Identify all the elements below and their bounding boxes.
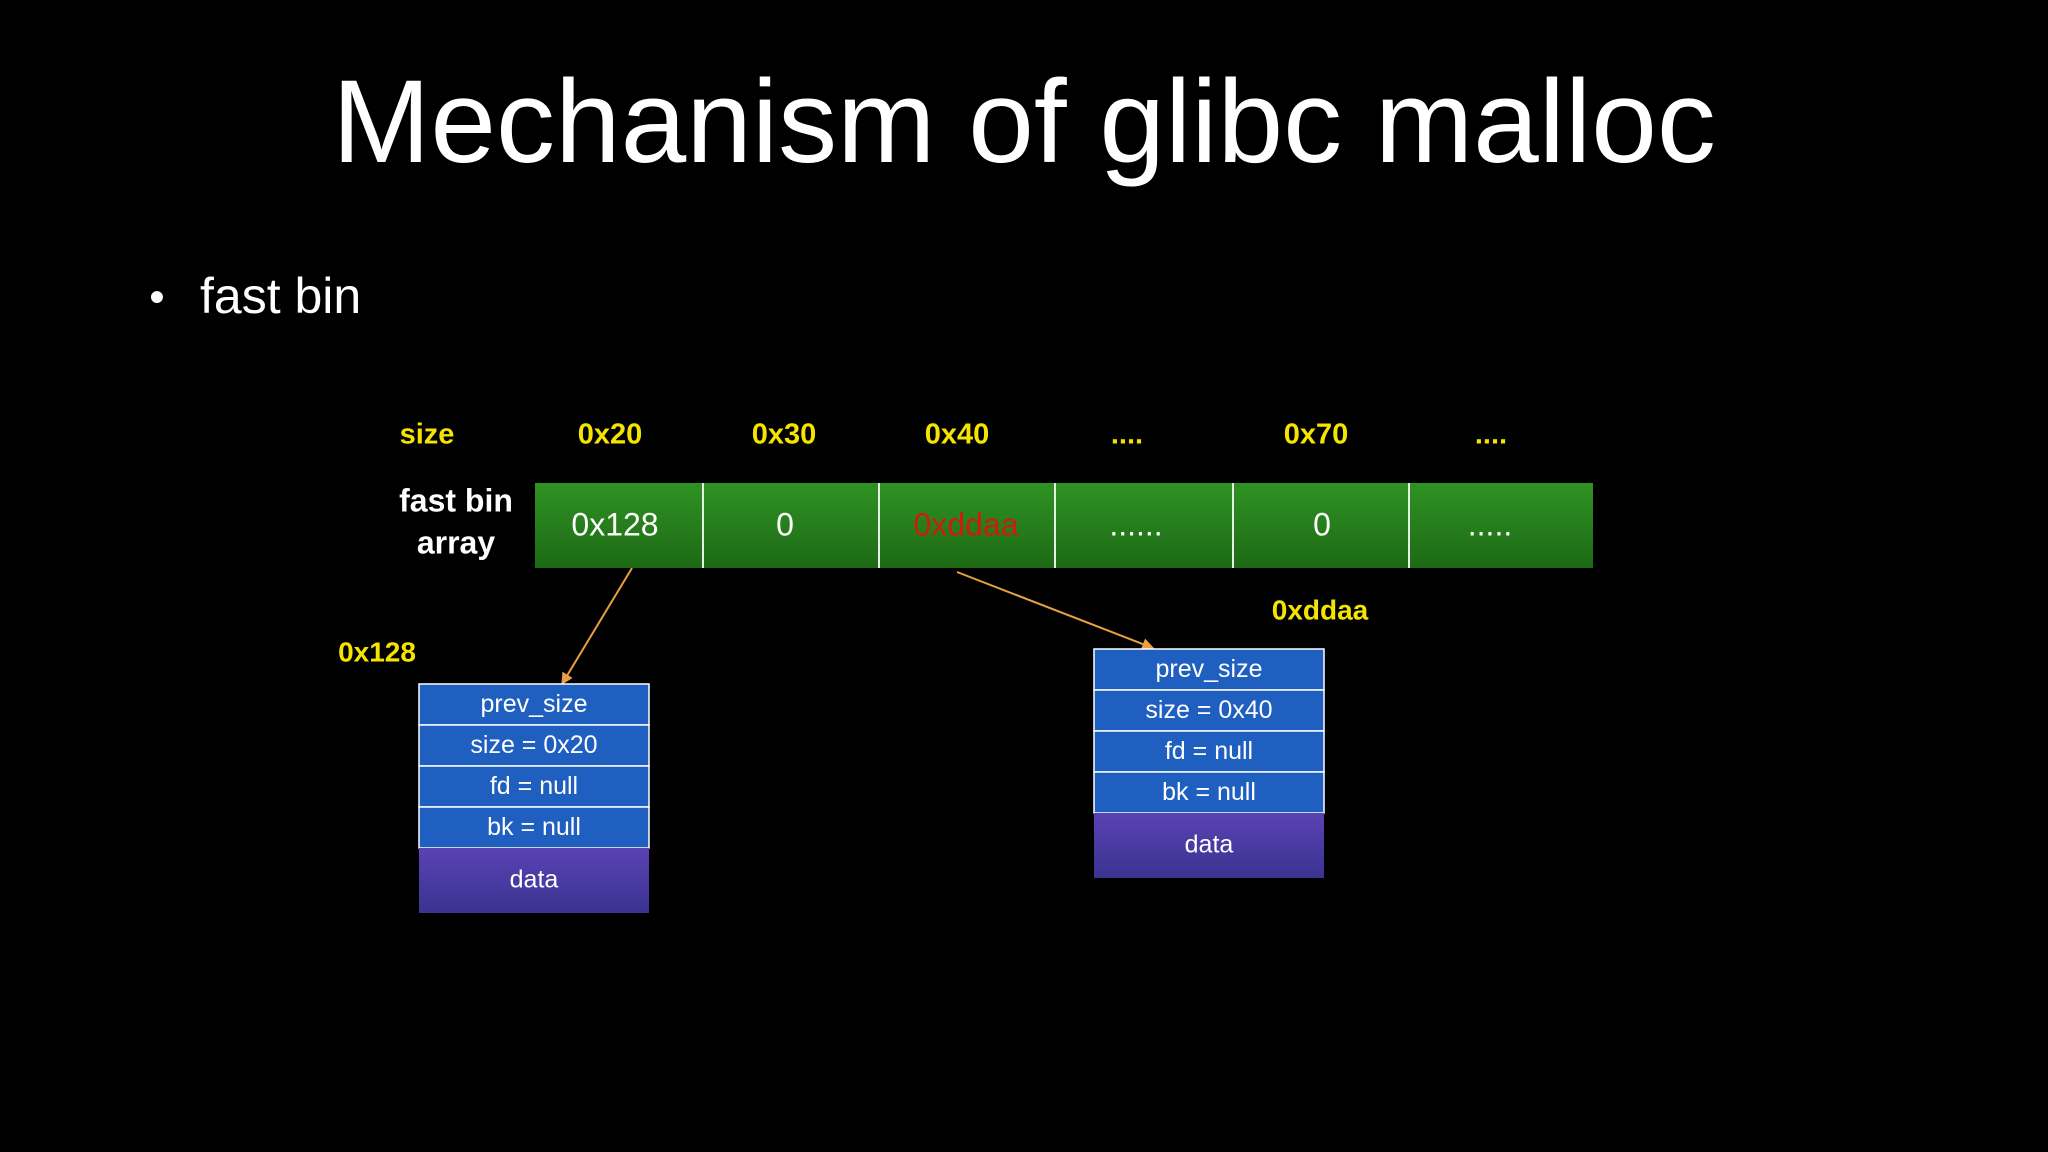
- chunk-address: 0x128: [338, 636, 416, 667]
- chunk-field: bk = null: [487, 813, 581, 841]
- pointer-arrow: [561, 567, 633, 686]
- size-value: ....: [1475, 419, 1507, 451]
- chunk-address: 0xddaa: [1272, 594, 1369, 625]
- chunk-data-box: [1094, 813, 1324, 878]
- chunk-data: data: [1185, 831, 1234, 859]
- chunk-field: fd = null: [490, 772, 578, 800]
- chunk-field-box: [418, 806, 650, 849]
- bullet-dot: •: [149, 273, 164, 322]
- pointer-arrow: [956, 571, 1155, 650]
- chunk-field: prev_size: [1156, 655, 1263, 683]
- size-value: 0x70: [1284, 419, 1349, 451]
- size-value: 0x30: [752, 419, 817, 451]
- array-cell: 0: [776, 506, 794, 542]
- chunk-field-box: [418, 765, 650, 808]
- array-label: fast bin: [399, 482, 513, 518]
- array-bar: [535, 483, 1593, 568]
- size-value: 0x40: [925, 419, 990, 451]
- chunk-field-box: [1093, 730, 1325, 773]
- array-label: array: [417, 524, 496, 560]
- chunk-field: fd = null: [1165, 737, 1253, 765]
- chunk-field-box: [418, 724, 650, 767]
- size-value: ....: [1111, 419, 1143, 451]
- chunk-data: data: [510, 866, 559, 894]
- diagram: size 0x20 0x30 0x40.... 0x70 .... fast bin arra…: [338, 419, 1593, 913]
- title: Mechanism of glibc malloc: [332, 56, 1716, 188]
- chunk-data-box: [419, 848, 649, 913]
- array-cell: ......: [1109, 506, 1162, 542]
- array-cell: 0x128: [571, 506, 658, 542]
- array-cell: 0xddaa: [914, 506, 1019, 542]
- chunk-field: size = 0x20: [470, 731, 597, 759]
- chunk-field: bk = null: [1162, 778, 1256, 806]
- size-value: 0x20: [578, 419, 643, 451]
- chunk-field-box: [418, 683, 650, 726]
- array-cell: .....: [1468, 506, 1512, 542]
- chunk-field-box: [1093, 648, 1325, 691]
- chunk-field: size = 0x40: [1145, 696, 1272, 724]
- chunk-field-box: [1093, 771, 1325, 814]
- array-cell: 0: [1313, 506, 1331, 542]
- size-label: size: [400, 419, 455, 451]
- chunk-field: prev_size: [481, 690, 588, 718]
- bullet-text: fast bin: [200, 268, 361, 324]
